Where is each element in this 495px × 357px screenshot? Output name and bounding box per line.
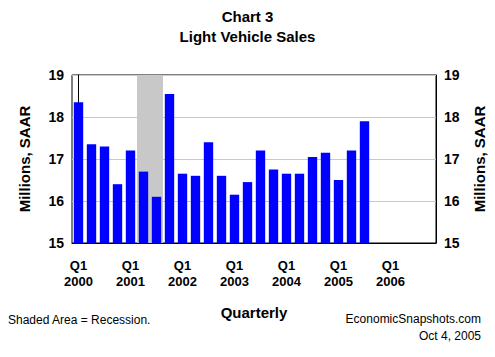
svg-text:2005: 2005 — [324, 274, 353, 289]
svg-text:Light Vehicle Sales: Light Vehicle Sales — [180, 28, 316, 45]
svg-text:Millions, SAAR: Millions, SAAR — [471, 105, 488, 212]
svg-text:17: 17 — [444, 151, 460, 167]
svg-text:Shaded Area = Recession.: Shaded Area = Recession. — [8, 313, 150, 327]
svg-text:Chart 3: Chart 3 — [222, 8, 274, 25]
svg-text:Oct 4, 2005: Oct 4, 2005 — [419, 329, 481, 343]
svg-text:19: 19 — [444, 67, 460, 83]
svg-text:EconomicSnapshots.com: EconomicSnapshots.com — [346, 312, 481, 326]
svg-text:18: 18 — [444, 109, 460, 125]
svg-text:Q1: Q1 — [70, 258, 87, 273]
svg-text:Quarterly: Quarterly — [221, 304, 288, 321]
svg-text:Q1: Q1 — [330, 258, 347, 273]
svg-text:15: 15 — [48, 235, 64, 251]
svg-text:2000: 2000 — [64, 274, 93, 289]
svg-text:15: 15 — [444, 235, 460, 251]
svg-text:17: 17 — [48, 151, 64, 167]
svg-text:16: 16 — [444, 193, 460, 209]
svg-text:2003: 2003 — [220, 274, 249, 289]
svg-text:Q1: Q1 — [226, 258, 243, 273]
svg-text:2004: 2004 — [272, 274, 302, 289]
svg-text:18: 18 — [48, 109, 64, 125]
svg-text:2001: 2001 — [116, 274, 145, 289]
svg-text:Q1: Q1 — [278, 258, 295, 273]
svg-text:Q1: Q1 — [382, 258, 399, 273]
svg-text:2006: 2006 — [376, 274, 405, 289]
svg-text:19: 19 — [48, 67, 64, 83]
svg-text:Millions, SAAR: Millions, SAAR — [16, 105, 33, 212]
svg-text:2002: 2002 — [168, 274, 197, 289]
svg-text:Q1: Q1 — [174, 258, 191, 273]
svg-text:Q1: Q1 — [122, 258, 139, 273]
svg-text:16: 16 — [48, 193, 64, 209]
